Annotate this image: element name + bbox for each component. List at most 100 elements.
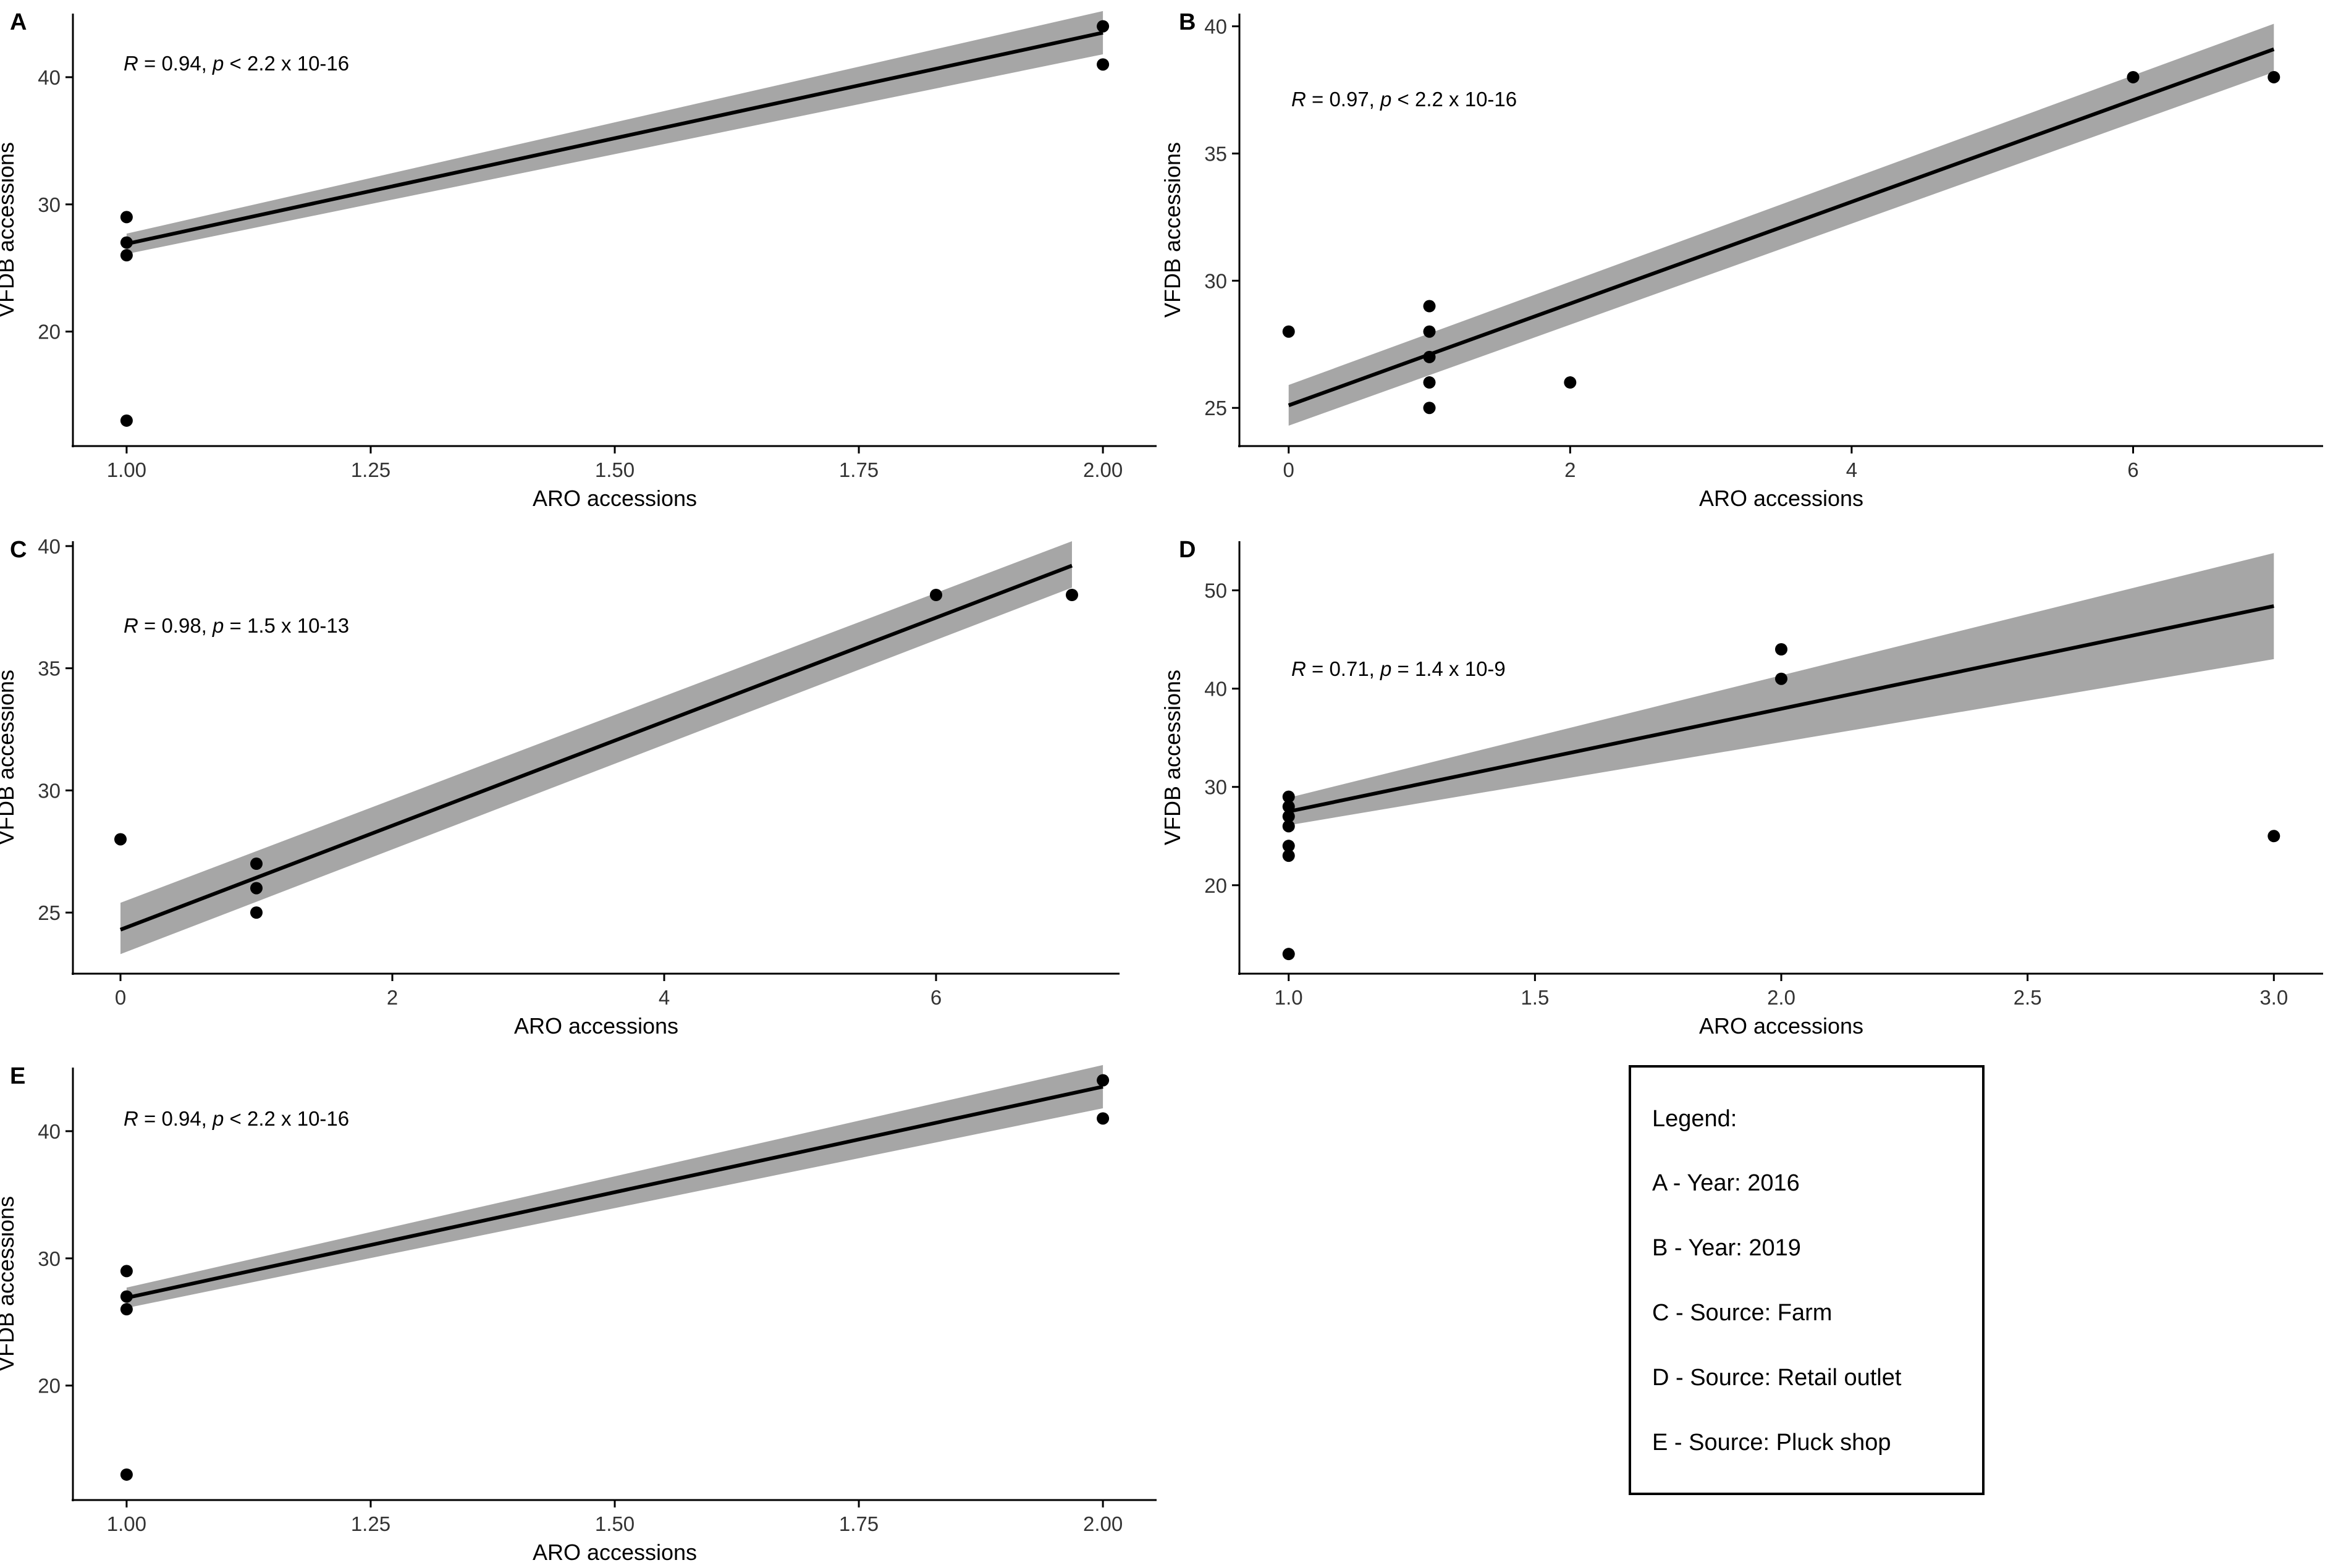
regression-line [119, 563, 1073, 932]
stat-annotation: R = 0.97, p < 2.2 x 10-16 [1291, 88, 1517, 111]
data-point-3 [120, 1303, 133, 1316]
y-tick-label: 30 [38, 1247, 61, 1270]
data-point-4 [250, 906, 263, 919]
panel-e: 1.00 1.25 1.50 1.75 2.00 20 30 40 ARO accessions… [0, 1063, 1157, 1565]
data-point-6 [1282, 849, 1295, 862]
x-tick-label: 2.00 [1083, 458, 1123, 481]
y-tick-label: 30 [38, 193, 61, 216]
x-tick-label: 1.00 [107, 458, 146, 481]
legend-entry-b: B - Year: 2019 [1652, 1235, 1801, 1261]
panel-letter: D [1179, 537, 1196, 563]
data-point-2 [250, 858, 263, 870]
data-point-8 [1775, 643, 1787, 655]
data-point-2 [120, 236, 133, 249]
data-point-5 [1097, 1074, 1110, 1087]
data-point-6 [1097, 1112, 1110, 1125]
x-tick-label: 3.0 [2259, 986, 2288, 1009]
confidence-band [1288, 553, 2274, 825]
confidence-band [126, 11, 1103, 255]
x-tick-label: 2.0 [1767, 986, 1795, 1009]
data-point-5 [1097, 20, 1110, 33]
x-tick-label: 6 [2127, 458, 2138, 481]
regression-line [1288, 604, 2274, 814]
y-tick-label: 25 [38, 901, 61, 924]
y-tick-label: 20 [1204, 874, 1227, 897]
x-tick-label: 1.25 [351, 1512, 390, 1535]
x-tick-label: 1.75 [839, 458, 879, 481]
y-tick-label: 50 [1204, 580, 1227, 602]
y-tick-label: 25 [1204, 397, 1227, 419]
y-axis-title: VFDB accessions [1160, 142, 1185, 318]
y-tick-label: 30 [38, 779, 61, 802]
data-point-7 [1282, 948, 1295, 961]
y-axis-title: VFDB accessions [1160, 670, 1185, 845]
y-tick-label: 35 [38, 657, 61, 680]
x-tick-label: 2 [1564, 458, 1576, 481]
y-tick-label: 35 [1204, 142, 1227, 165]
data-point-1 [1282, 790, 1295, 803]
panel-d: 1.0 1.5 2.0 2.5 3.0 20 30 40 50 ARO accessions VFD… [1160, 537, 2323, 1039]
x-axis-title: ARO accessions [533, 486, 697, 511]
data-point-5 [930, 589, 942, 602]
data-point-2 [120, 1290, 133, 1303]
x-tick-label: 1.5 [1521, 986, 1549, 1009]
data-point-4 [1282, 820, 1295, 833]
data-point-5 [1423, 376, 1436, 389]
data-point-3 [1423, 325, 1436, 338]
legend-entry-c: C - Source: Farm [1652, 1300, 1833, 1326]
data-point-6 [1066, 589, 1078, 602]
legend-entry-d: D - Source: Retail outlet [1652, 1365, 1902, 1391]
data-point-2 [1282, 800, 1295, 813]
data-point-3 [120, 249, 133, 262]
legend-entry-a: A - Year: 2016 [1652, 1170, 1800, 1196]
panel-letter: B [1179, 9, 1196, 35]
y-tick-label: 40 [1204, 678, 1227, 701]
stat-annotation: R = 0.94, p < 2.2 x 10-16 [124, 52, 349, 75]
legend-entry-e: E - Source: Pluck shop [1652, 1430, 1891, 1456]
panel-b: 0 2 4 6 25 30 35 40 ARO accessions VFDB accession… [1160, 9, 2323, 511]
confidence-band [1288, 23, 2274, 426]
y-axis-title: VFDB accessions [0, 142, 19, 318]
x-axis-title: ARO accessions [1699, 486, 1863, 511]
panel-letter: C [10, 537, 27, 563]
x-tick-label: 2 [387, 986, 398, 1009]
panel-letter: E [10, 1063, 25, 1089]
x-tick-label: 0 [1283, 458, 1294, 481]
y-tick-label: 40 [38, 535, 61, 558]
y-axis-title: VFDB accessions [0, 670, 19, 845]
stat-annotation: R = 0.94, p < 2.2 x 10-16 [124, 1107, 349, 1130]
x-tick-label: 1.50 [595, 458, 635, 481]
x-tick-label: 4 [1846, 458, 1857, 481]
y-tick-label: 20 [38, 1375, 61, 1397]
legend-title: Legend: [1652, 1106, 1737, 1132]
legend-box: Legend: A - Year: 2016 B - Year: 2019 C … [1629, 1065, 1985, 1495]
data-point-1 [114, 833, 127, 846]
data-point-4 [1423, 350, 1436, 363]
regression-line [126, 1084, 1103, 1300]
confidence-band [126, 1064, 1103, 1309]
data-point-2 [1423, 300, 1436, 313]
data-point-10 [2268, 830, 2280, 843]
y-tick-label: 40 [1204, 15, 1227, 38]
x-axis-title: ARO accessions [514, 1013, 678, 1039]
data-point-4 [120, 414, 133, 427]
panel-a: 1.00 1.25 1.50 1.75 2.00 20 30 40 ARO accessions… [0, 9, 1157, 511]
stat-annotation: R = 0.71, p = 1.4 x 10-9 [1291, 657, 1506, 680]
data-point-6 [1423, 402, 1436, 415]
x-tick-label: 1.75 [839, 1512, 879, 1535]
data-point-7 [1564, 376, 1577, 389]
data-point-8 [2127, 70, 2140, 83]
data-point-3 [250, 882, 263, 895]
x-axis-title: ARO accessions [533, 1540, 697, 1565]
data-point-1 [120, 211, 133, 224]
data-point-5 [1282, 840, 1295, 853]
data-point-9 [2268, 70, 2280, 83]
y-tick-label: 20 [38, 321, 61, 344]
panel-letter: A [10, 9, 27, 35]
x-tick-label: 4 [659, 986, 670, 1009]
y-tick-label: 30 [1204, 269, 1227, 292]
y-tick-label: 40 [38, 66, 61, 89]
x-tick-label: 1.0 [1275, 986, 1303, 1009]
data-point-1 [120, 1265, 133, 1278]
